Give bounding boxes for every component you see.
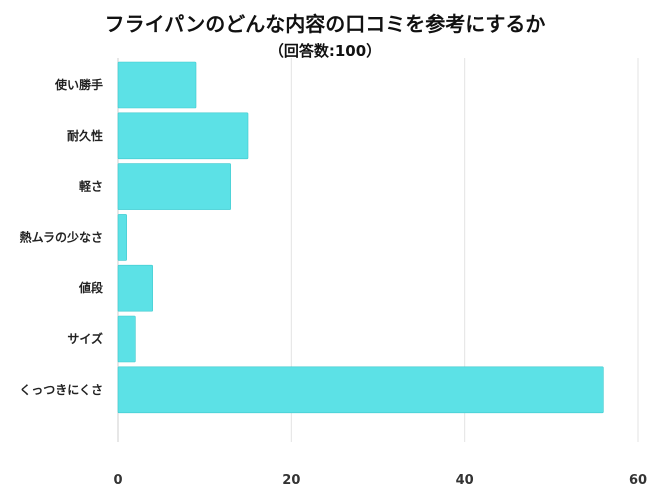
x-tick-label: 0: [113, 473, 122, 488]
category-label: 使い勝手: [54, 77, 103, 92]
bar: [117, 366, 604, 414]
category-label: 軽さ: [79, 179, 103, 194]
category-label: 値段: [78, 280, 104, 295]
bar: [117, 264, 153, 312]
category-label: 耐久性: [67, 128, 103, 143]
bar: [117, 214, 127, 261]
x-tick-label: 60: [629, 473, 647, 488]
category-label: くっつきにくさ: [19, 383, 103, 397]
x-tick-label: 40: [456, 473, 474, 488]
bar: [117, 163, 231, 210]
category-label: 熱ムラの少なさ: [20, 229, 103, 244]
x-tick-label: 20: [282, 473, 300, 488]
bar: [117, 61, 197, 109]
bar: [117, 315, 136, 363]
bar: [117, 112, 249, 160]
category-label: サイズ: [67, 331, 103, 346]
chart-title: フライパンのどんな内容の口コミを参考にするか: [104, 12, 546, 36]
chart-subtitle: （回答数:100）: [268, 42, 382, 60]
